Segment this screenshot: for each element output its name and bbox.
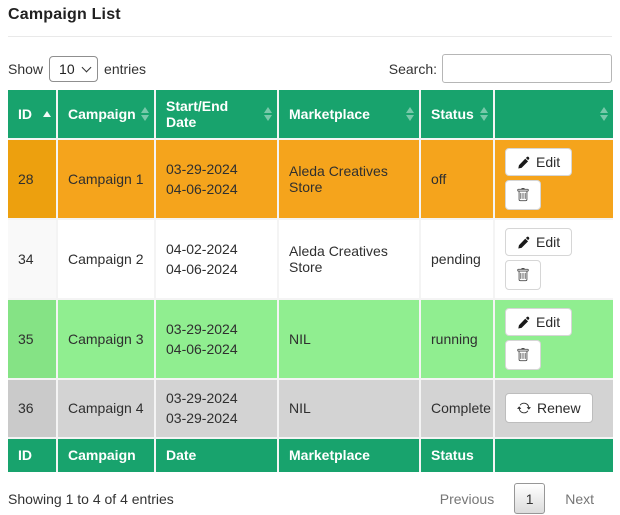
table-footer-bar: Showing 1 to 4 of 4 entries Previous 1 N… <box>8 483 612 515</box>
start-date: 03-29-2024 <box>166 160 238 177</box>
cell-dates: 03-29-2024 03-29-2024 <box>154 378 279 439</box>
cell-actions: Edit <box>493 218 614 300</box>
column-header-label: Status <box>431 106 474 122</box>
footer-header-date: Date <box>154 436 279 473</box>
renew-button[interactable]: Renew <box>505 393 593 424</box>
start-date: 03-29-2024 <box>166 320 238 337</box>
cell-status: running <box>419 298 495 380</box>
trash-icon <box>517 268 529 282</box>
pagination: Previous 1 Next <box>428 483 606 515</box>
cell-status: Complete <box>419 378 495 439</box>
edit-button-label: Edit <box>536 234 561 250</box>
table-footer-header: ID Campaign Date Marketplace Status <box>7 436 614 473</box>
campaign-table: ID Campaign Start/End Date Marketplace S… <box>7 89 614 473</box>
previous-page-button[interactable]: Previous <box>439 490 495 507</box>
column-header-status[interactable]: Status <box>419 89 495 140</box>
cell-marketplace: NIL <box>277 378 421 439</box>
column-header-date[interactable]: Start/End Date <box>154 89 279 140</box>
footer-header-marketplace: Marketplace <box>277 436 421 473</box>
page-length-select-wrap: 10 <box>49 55 99 82</box>
show-label: Show <box>8 60 44 77</box>
cell-dates: 03-29-2024 04-06-2024 <box>154 298 279 380</box>
cell-campaign: Campaign 2 <box>56 218 156 300</box>
divider <box>8 36 612 37</box>
sort-icon <box>264 107 272 121</box>
cell-campaign: Campaign 3 <box>56 298 156 380</box>
page-length-select[interactable]: 10 <box>49 55 99 82</box>
cell-marketplace: NIL <box>277 298 421 380</box>
page-number-button[interactable]: 1 <box>514 483 546 515</box>
sort-icon <box>141 107 149 121</box>
footer-header-status: Status <box>419 436 495 473</box>
column-header-label: Marketplace <box>289 106 370 122</box>
search-label: Search: <box>388 60 437 77</box>
page-length-control: Show 10 entries <box>8 55 147 82</box>
sort-icon <box>406 107 414 121</box>
cell-dates: 04-02-2024 04-06-2024 <box>154 218 279 300</box>
table-row: 28 Campaign 1 03-29-2024 04-06-2024 Aled… <box>7 138 614 220</box>
cell-id: 28 <box>7 138 58 220</box>
sort-asc-icon <box>43 111 51 117</box>
pencil-icon <box>518 236 530 249</box>
column-header-marketplace[interactable]: Marketplace <box>277 89 421 140</box>
edit-button[interactable]: Edit <box>505 148 573 176</box>
footer-header-id: ID <box>7 436 58 473</box>
table-row: 36 Campaign 4 03-29-2024 03-29-2024 NIL … <box>7 378 614 439</box>
trash-icon <box>517 348 529 362</box>
end-date: 04-06-2024 <box>166 181 238 197</box>
footer-header-campaign: Campaign <box>56 436 156 473</box>
cell-status: off <box>419 138 495 220</box>
trash-icon <box>517 188 529 202</box>
pencil-icon <box>518 156 530 169</box>
delete-button[interactable] <box>505 260 541 290</box>
table-body: 28 Campaign 1 03-29-2024 04-06-2024 Aled… <box>7 138 614 439</box>
column-header-label: ID <box>18 106 32 122</box>
start-date: 04-02-2024 <box>166 240 238 257</box>
entries-label: entries <box>104 60 147 77</box>
refresh-icon <box>517 403 531 414</box>
delete-button[interactable] <box>505 340 541 370</box>
sort-icon <box>480 107 488 121</box>
column-header-label: Start/End Date <box>166 98 229 130</box>
entries-summary: Showing 1 to 4 of 4 entries <box>8 490 174 507</box>
footer-header-actions <box>493 436 614 473</box>
edit-button[interactable]: Edit <box>505 308 573 336</box>
end-date: 04-06-2024 <box>166 341 238 357</box>
cell-id: 35 <box>7 298 58 380</box>
end-date: 04-06-2024 <box>166 261 238 277</box>
table-header: ID Campaign Start/End Date Marketplace S… <box>7 89 614 140</box>
cell-actions: Edit <box>493 138 614 220</box>
table-row: 34 Campaign 2 04-02-2024 04-06-2024 Aled… <box>7 218 614 300</box>
cell-marketplace: Aleda Creatives Store <box>277 218 421 300</box>
table-controls: Show 10 entries Search: <box>8 54 612 83</box>
cell-campaign: Campaign 1 <box>56 138 156 220</box>
column-header-id[interactable]: ID <box>7 89 58 140</box>
cell-campaign: Campaign 4 <box>56 378 156 439</box>
edit-button-label: Edit <box>536 314 561 330</box>
start-date: 03-29-2024 <box>166 390 238 406</box>
edit-button[interactable]: Edit <box>505 228 573 256</box>
cell-id: 36 <box>7 378 58 439</box>
end-date: 03-29-2024 <box>166 410 238 427</box>
sort-icon <box>600 107 608 121</box>
next-page-button[interactable]: Next <box>565 490 594 507</box>
cell-actions: Edit <box>493 298 614 380</box>
search-control: Search: <box>389 54 612 83</box>
edit-button-label: Edit <box>536 154 561 170</box>
page-title: Campaign List <box>8 6 121 23</box>
cell-marketplace: Aleda Creatives Store <box>277 138 421 220</box>
renew-button-label: Renew <box>537 400 581 417</box>
table-row: 35 Campaign 3 03-29-2024 04-06-2024 NIL … <box>7 298 614 380</box>
cell-actions: Renew <box>493 378 614 439</box>
column-header-campaign[interactable]: Campaign <box>56 89 156 140</box>
cell-status: pending <box>419 218 495 300</box>
cell-dates: 03-29-2024 04-06-2024 <box>154 138 279 220</box>
pencil-icon <box>518 316 530 329</box>
column-header-label: Campaign <box>68 106 136 122</box>
column-header-actions[interactable] <box>493 89 614 140</box>
search-input[interactable] <box>442 54 612 83</box>
cell-id: 34 <box>7 218 58 300</box>
delete-button[interactable] <box>505 180 541 210</box>
